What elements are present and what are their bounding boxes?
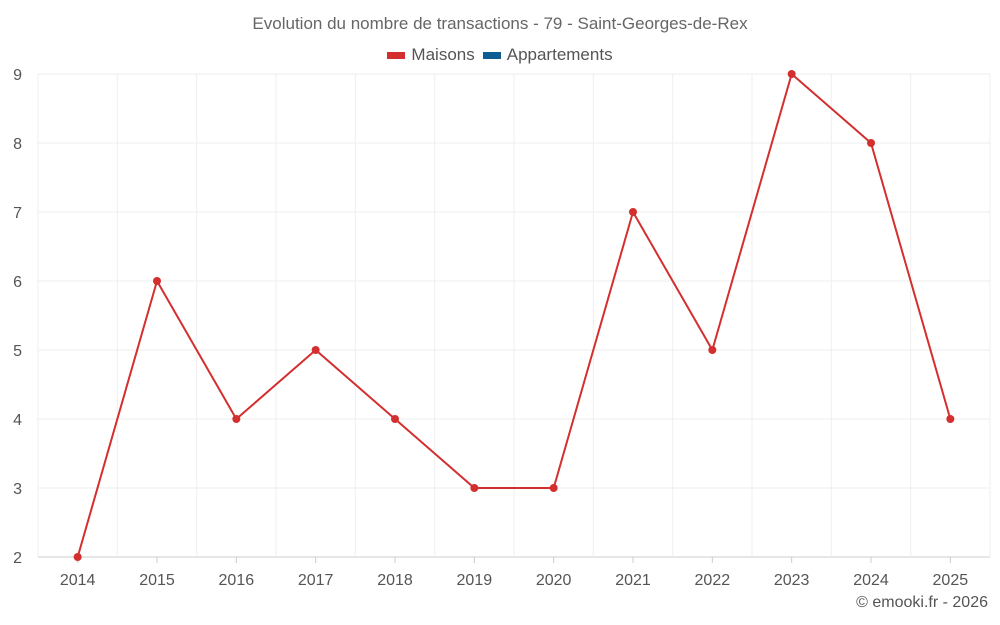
y-tick-label: 6 xyxy=(13,274,22,291)
legend-item-maisons[interactable]: Maisons xyxy=(387,45,475,65)
data-point-maisons xyxy=(787,70,796,78)
y-tick-label: 3 xyxy=(13,481,22,498)
data-point-maisons xyxy=(73,553,82,561)
chart-title: Evolution du nombre de transactions - 79… xyxy=(252,14,748,33)
data-point-maisons xyxy=(946,415,955,423)
legend-swatch-maisons xyxy=(387,51,406,59)
data-point-maisons xyxy=(708,346,717,354)
data-point-maisons xyxy=(629,208,637,216)
x-tick-label: 2021 xyxy=(615,572,651,589)
x-tick-label: 2017 xyxy=(298,572,334,589)
x-tick-label: 2016 xyxy=(219,572,255,589)
x-tick-label: 2020 xyxy=(536,572,572,589)
x-tick-label: 2024 xyxy=(853,572,889,589)
copyright: © emooki.fr - 2026 xyxy=(856,594,988,611)
series-line-maisons xyxy=(76,73,952,558)
data-point-maisons xyxy=(311,346,320,354)
legend-label-maisons: Maisons xyxy=(411,45,475,64)
x-tick-label: 2015 xyxy=(139,572,175,589)
x-tick-label: 2022 xyxy=(695,572,731,589)
x-tick-label: 2019 xyxy=(457,572,493,589)
legend: Maisons Appartements xyxy=(0,45,1000,65)
data-point-maisons xyxy=(391,415,399,423)
data-point-maisons xyxy=(232,415,241,423)
data-point-maisons xyxy=(470,484,479,492)
legend-item-appartements[interactable]: Appartements xyxy=(482,45,613,65)
x-tick-label: 2018 xyxy=(377,572,413,589)
data-point-maisons xyxy=(867,139,875,147)
y-tick-label: 9 xyxy=(13,67,22,84)
y-tick-label: 7 xyxy=(13,205,22,222)
x-tick-label: 2023 xyxy=(774,572,810,589)
y-tick-label: 2 xyxy=(13,550,22,567)
legend-label-appartements: Appartements xyxy=(506,45,613,64)
x-tick-label: 2025 xyxy=(933,572,969,589)
x-tick-label: 2014 xyxy=(60,572,96,589)
y-tick-label: 8 xyxy=(13,136,22,153)
y-tick-label: 4 xyxy=(13,412,22,429)
y-tick-label: 5 xyxy=(13,343,22,360)
data-point-maisons xyxy=(549,484,558,492)
data-point-maisons xyxy=(153,277,161,285)
legend-swatch-appartements xyxy=(482,51,501,59)
